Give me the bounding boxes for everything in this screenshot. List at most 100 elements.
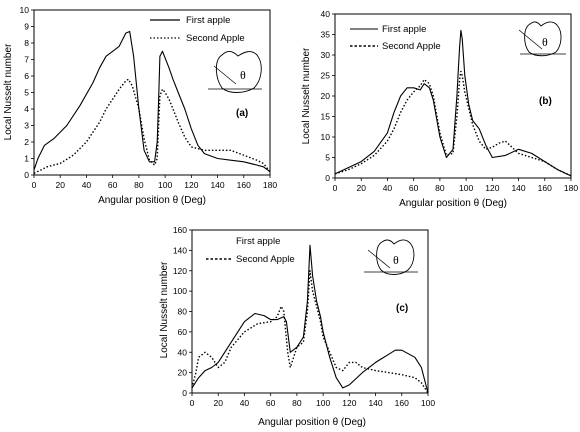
panel-a-x-tick-label: 120: [184, 180, 198, 190]
panel-b-legend-label-second: Second Apple: [382, 41, 441, 52]
panel-a-x-tick-label: 20: [55, 180, 65, 190]
panel-c-legend-label-second: Second Apple: [236, 254, 295, 265]
panel-c-x-tick-label: 160: [395, 398, 409, 408]
panel-c-x-tick-label: 60: [266, 398, 276, 408]
panel-b-apple-outline: [524, 21, 562, 57]
panel-a-x-tick-label: 40: [82, 180, 92, 190]
panel-b-y-tick-label: 35: [321, 30, 331, 40]
panel-c-series-second-apple-line: [191, 270, 429, 394]
panel-a-y-tick-label: 3: [24, 121, 29, 131]
panel-b: 0 20 40 60 80 100 120 140 160 180 0 5 10 15 20 25 30 35 40…: [301, 9, 578, 209]
panel-c-y-tick-label: 120: [173, 266, 187, 276]
panel-b-x-tick-label: 80: [435, 183, 445, 193]
panel-c: 0 20 40 60 80 100 120 140 160 100 0 20 40 60 80 100 120 1…: [159, 225, 435, 428]
panel-a-y-tick-label: 6: [24, 71, 29, 81]
panel-a-y-tick-label: 2: [24, 137, 29, 147]
panel-a-x-tick-label: 100: [158, 180, 172, 190]
panel-b-x-tick-label: 20: [356, 183, 366, 193]
panel-c-legend-label-first: First apple: [236, 236, 280, 247]
panel-a-apple-outline: [215, 50, 262, 93]
panel-b-x-tick-label: 120: [485, 183, 499, 193]
panel-c-ticks: 0 20 40 60 80 100 120 140 160 100 0 20 40 60 80 100 120 1…: [173, 225, 436, 408]
panel-c-x-tick-label: 20: [213, 398, 223, 408]
panel-c-x-tick-label: 120: [342, 398, 356, 408]
panel-a-y-tick-label: 10: [20, 5, 30, 15]
panel-a-ticks: 0 20 40 60 80 100 120 140 160 180 0 1 2 3 4 5 6 7 8 9 10: [20, 5, 278, 190]
panel-b-legend-label-first: First apple: [382, 24, 426, 35]
panel-a-y-axis-title: Local Nusselt number: [3, 43, 14, 140]
panel-a-x-tick-label: 60: [108, 180, 118, 190]
panel-c-legend: First apple Second Apple: [206, 236, 295, 265]
panel-c-x-axis-title: Angular position θ (Deg): [258, 417, 366, 428]
panel-b-y-tick-label: 25: [321, 71, 331, 81]
panel-b-y-tick-label: 20: [321, 91, 331, 101]
panel-a-x-tick-label: 80: [134, 180, 144, 190]
panel-b-y-tick-label: 40: [321, 9, 331, 19]
panel-c-y-tick-label: 20: [178, 368, 188, 378]
panel-a-apple-inset: θ: [208, 50, 262, 93]
panel-c-y-axis-title: Local Nusselt number: [159, 261, 170, 358]
panel-c-x-tick-label: 80: [292, 398, 302, 408]
panel-a-legend: First apple Second Apple: [150, 15, 245, 44]
panel-c-label: (c): [396, 303, 408, 314]
panel-a-y-tick-label: 1: [24, 154, 29, 164]
panel-a-y-tick-label: 4: [24, 104, 29, 114]
panel-b-x-tick-label: 140: [511, 183, 525, 193]
panel-c-x-tick-label: 40: [240, 398, 250, 408]
panel-b-x-tick-label: 180: [564, 183, 578, 193]
panel-c-x-tick-label: 0: [190, 398, 195, 408]
panel-b-legend: First apple Second Apple: [350, 24, 441, 52]
panel-c-x-tick-label: 100: [421, 398, 435, 408]
panel-b-x-tick-label: 40: [383, 183, 393, 193]
panel-a-y-tick-label: 8: [24, 38, 29, 48]
panel-b-series: [334, 29, 572, 177]
panel-b-y-tick-label: 30: [321, 50, 331, 60]
panel-a-y-tick-label: 0: [24, 170, 29, 180]
panel-a-label: (a): [236, 108, 248, 119]
panel-b-label: (b): [539, 96, 552, 107]
panel-a-x-axis-title: Angular position θ (Deg): [98, 195, 206, 206]
panel-c-series: [191, 244, 429, 394]
panel-a-inset-radius: [213, 65, 237, 85]
panel-b-x-tick-label: 100: [459, 183, 473, 193]
panel-a-legend-label-second: Second Apple: [186, 33, 245, 44]
panel-c-y-tick-label: 100: [173, 286, 187, 296]
panel-a-legend-label-first: First apple: [186, 15, 230, 26]
panel-a-x-tick-label: 160: [237, 180, 251, 190]
panel-a-y-tick-label: 5: [24, 88, 29, 98]
panel-c-apple-inset: θ: [364, 239, 418, 275]
panel-a-y-tick-label: 9: [24, 22, 29, 32]
panel-a-y-tick-label: 7: [24, 55, 29, 65]
panel-a-x-tick-label: 0: [32, 180, 37, 190]
panel-a-series-second-apple-line: [33, 78, 271, 174]
panel-c-x-tick-label: 100: [316, 398, 330, 408]
panel-c-series-first-apple-line: [191, 244, 429, 394]
panel-b-x-axis-title: Angular position θ (Deg): [399, 198, 507, 209]
panel-b-y-axis-title: Local Nusselt number: [301, 47, 312, 144]
panel-c-theta-symbol: θ: [393, 253, 399, 267]
panel-b-y-tick-label: 15: [321, 112, 331, 122]
panel-b-apple-inset: θ: [518, 21, 566, 57]
panel-c-y-tick-label: 140: [173, 245, 187, 255]
panel-c-y-tick-label: 160: [173, 225, 187, 235]
panel-a-x-tick-label: 180: [263, 180, 277, 190]
panel-c-inset-radius: [367, 249, 391, 269]
panel-b-theta-symbol: θ: [542, 35, 548, 49]
panel-c-y-tick-label: 80: [178, 307, 188, 317]
panel-b-x-tick-label: 0: [333, 183, 338, 193]
panel-b-plot-area: [334, 13, 572, 179]
panel-b-y-tick-label: 10: [321, 132, 331, 142]
panel-c-y-tick-label: 40: [178, 347, 188, 357]
panel-c-x-tick-label: 140: [368, 398, 382, 408]
panel-c-y-tick-label: 60: [178, 327, 188, 337]
panel-a-series-first-apple-line: [33, 30, 271, 173]
panel-c-y-tick-label: 0: [182, 388, 187, 398]
panel-c-apple-outline: [376, 239, 415, 275]
panel-a-theta-symbol: θ: [240, 68, 246, 82]
panel-b-series-second-apple-line: [334, 70, 572, 177]
panel-a: 0 20 40 60 80 100 120 140 160 180 0 1 2 3 4 5 6 7 8 9 10 Ang…: [3, 5, 277, 206]
panel-b-x-tick-label: 60: [409, 183, 419, 193]
panel-b-ticks: 0 20 40 60 80 100 120 140 160 180 0 5 10 15 20 25 30 35 40: [321, 9, 579, 193]
panel-b-x-tick-label: 160: [538, 183, 552, 193]
panel-a-series: [33, 30, 271, 174]
